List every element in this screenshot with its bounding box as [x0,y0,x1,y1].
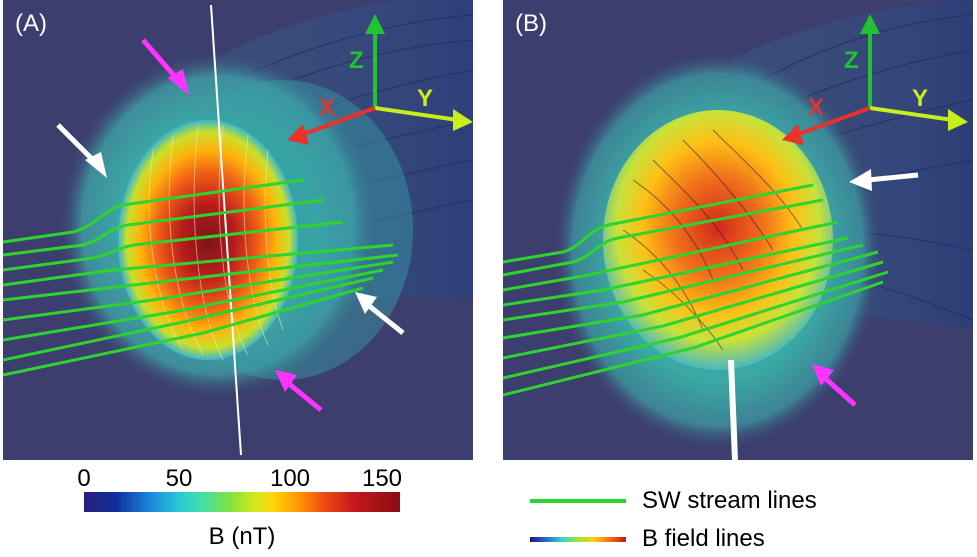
panel-a-scene: Z Y X [3,0,473,456]
colorbar-tick-0: 0 [77,465,91,492]
pointer-arrows-a [56,38,405,412]
y-axis-arrow [374,106,459,122]
legend-label-b-field-lines: B field lines [642,525,765,552]
white-arrow-left-head [85,152,107,178]
b-field-lines-a [148,124,284,361]
magenta-arrow-top-head [168,69,189,95]
x-axis-label: X [808,94,824,121]
legend-label-sw-stream-lines: SW stream lines [642,487,817,514]
pointer-arrows-b [812,169,919,407]
x-axis-head [782,124,804,145]
colorbar-tick-50: 50 [165,465,193,492]
y-axis-head [453,109,473,131]
axes-triad-b: Z Y X [782,14,968,145]
legend-swatch-sw-stream-lines [530,499,626,503]
magenta-arrow-bottom-head [275,370,297,392]
legend-swatch-b-field-lines [530,537,626,542]
panel-b-label: (B) [515,10,547,37]
reference-line [728,359,738,460]
reference-line [210,4,242,456]
z-axis-label: Z [844,47,859,74]
colorbar-tick-100: 100 [269,465,311,492]
field-strength-core [118,120,298,360]
z-axis-head [365,14,385,34]
z-axis-label: Z [349,47,364,74]
field-strength-colorbar [84,492,400,512]
white-arrow-right [366,303,405,335]
y-axis-label: Y [417,85,433,112]
white-arrow-right [867,172,919,183]
white-arrow-right-head [355,292,377,314]
x-axis-arrow [795,106,871,137]
panel-a-label: (A) [15,10,47,37]
x-axis-head [287,124,309,145]
magenta-arrow-bottom-head [812,364,834,386]
z-axis-head [860,14,880,34]
sw-stream-lines-b [503,183,889,397]
sw-stream-lines-a [3,178,399,377]
y-axis-arrow [869,106,954,122]
white-arrow-right-head [849,169,872,191]
magenta-arrow-bottom [286,381,323,412]
colorbar-tick-150: 150 [361,465,403,492]
magenta-arrow-top [141,38,180,82]
axes-triad-a: Z Y X [287,14,473,145]
y-axis-head [948,109,968,131]
y-axis-label: Y [912,85,928,112]
panel-a: Z Y X (A) [3,0,473,460]
x-axis-label: X [319,94,335,121]
colorbar-title: B (nT) [208,523,276,550]
panel-b: Z Y X (B) [503,0,973,460]
field-strength-core [603,110,833,370]
panel-b-scene: Z Y X [503,0,973,460]
white-arrow-left [56,123,97,164]
magenta-arrow-bottom [823,376,857,407]
x-axis-arrow [300,106,376,137]
